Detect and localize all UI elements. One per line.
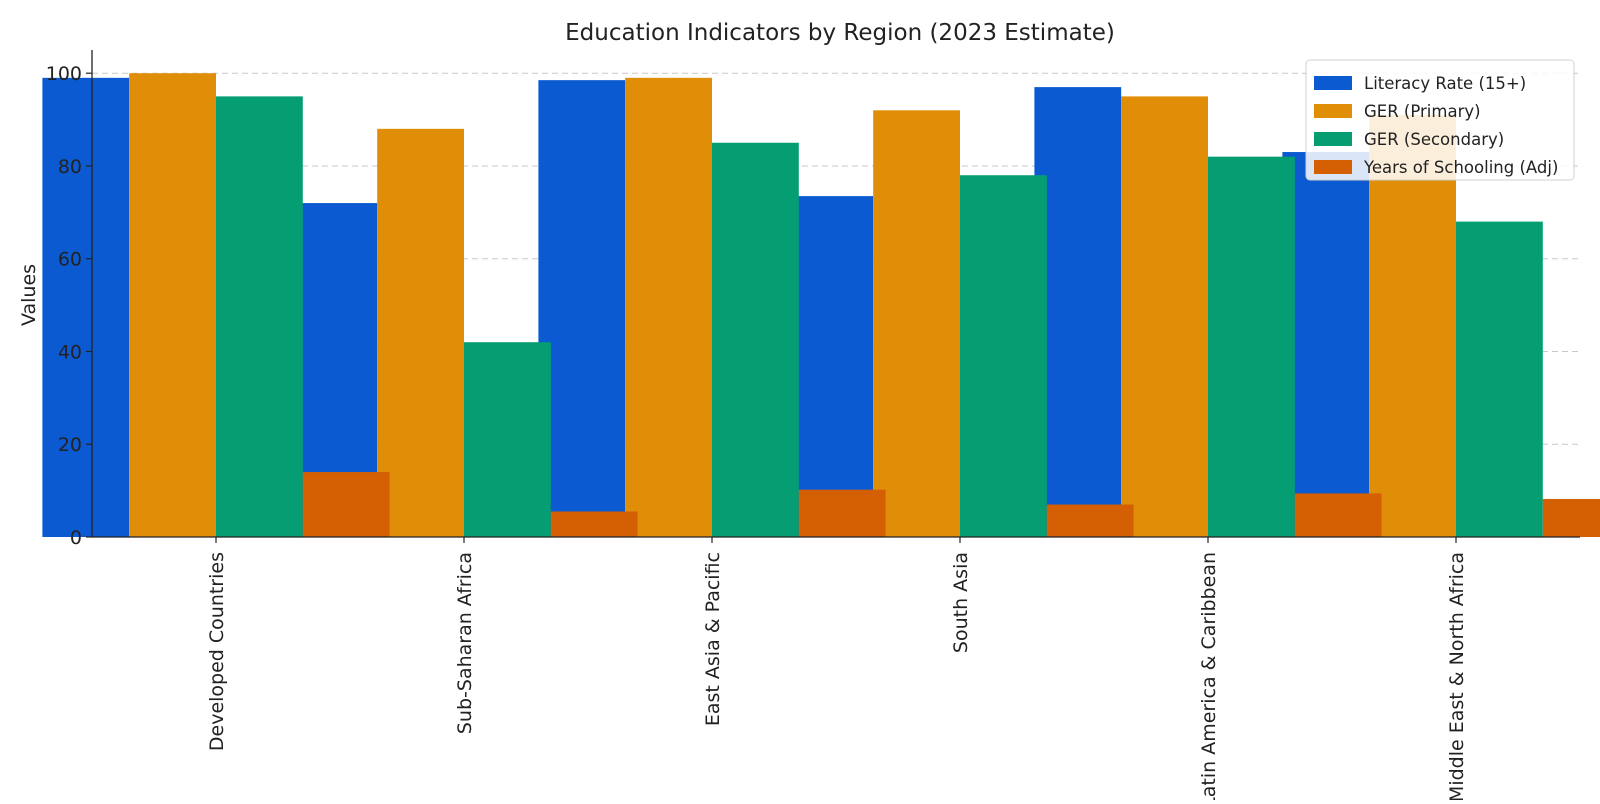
bar-2-4	[873, 110, 960, 538]
y-tick-label: 80	[58, 156, 82, 178]
legend-label[interactable]: Literacy Rate (15+)	[1364, 74, 1526, 93]
x-axis-ticks: Developed Countries Sub-Saharan Africa Eas…	[206, 537, 1468, 804]
bar-1-5	[1034, 87, 1122, 537]
bar-2-3	[625, 77, 712, 537]
x-tick-label: East Asia & Pacific	[702, 552, 724, 726]
legend-swatch	[1314, 104, 1352, 118]
y-axis-ticks: 0 20 40 60 80 100	[46, 63, 92, 549]
legend-swatch	[1314, 76, 1352, 90]
legend-box	[1305, 59, 1575, 181]
bar-1-4	[786, 196, 874, 537]
bar-2-1	[129, 73, 216, 537]
bar-3-1	[216, 96, 303, 537]
bar-1-1	[42, 77, 130, 537]
y-tick-label: 100	[46, 63, 82, 85]
legend-swatch	[1314, 160, 1352, 174]
bar-4-4	[1046, 504, 1134, 537]
legend-label[interactable]: GER (Secondary)	[1364, 130, 1504, 149]
bar-3-2	[464, 342, 551, 537]
y-axis-label: Values	[18, 264, 40, 326]
legend-swatch	[1314, 132, 1352, 146]
legend[interactable]: Literacy Rate (15+) GER (Primary) GER (Sec…	[1305, 59, 1575, 181]
y-tick-label: 0	[70, 527, 82, 549]
bar-2-2	[377, 128, 464, 537]
axes	[91, 50, 1580, 538]
bar-1-6	[1282, 152, 1370, 538]
y-tick-label: 20	[58, 434, 82, 456]
bar-4-1	[302, 472, 390, 537]
bar-3-5	[1208, 156, 1295, 537]
legend-label[interactable]: GER (Primary)	[1364, 102, 1481, 121]
y-tick-label: 40	[58, 341, 82, 363]
x-tick-label: Latin America & Caribbean	[1198, 552, 1220, 800]
bar-4-6	[1542, 498, 1600, 537]
x-tick-label: Middle East & North Africa	[1446, 552, 1468, 800]
x-tick-label: Sub-Saharan Africa	[454, 552, 476, 734]
bar-2-5	[1121, 96, 1208, 537]
bar-3-4	[960, 175, 1047, 537]
x-tick-label: Developed Countries	[206, 552, 228, 751]
bar-4-2	[550, 511, 638, 537]
bar-4-3	[798, 489, 886, 537]
legend-label[interactable]: Years of Schooling (Adj)	[1363, 158, 1558, 177]
bar-group	[42, 73, 1600, 538]
bar-1-3	[538, 80, 626, 538]
x-tick-label: South Asia	[950, 552, 972, 653]
y-tick-label: 60	[58, 249, 82, 271]
bar-2-6	[1369, 114, 1456, 537]
bar-3-3	[712, 142, 799, 537]
bar-4-5	[1294, 493, 1382, 537]
bar-3-6	[1456, 221, 1543, 537]
chart-title: Education Indicators by Region (2023 Est…	[565, 20, 1115, 46]
